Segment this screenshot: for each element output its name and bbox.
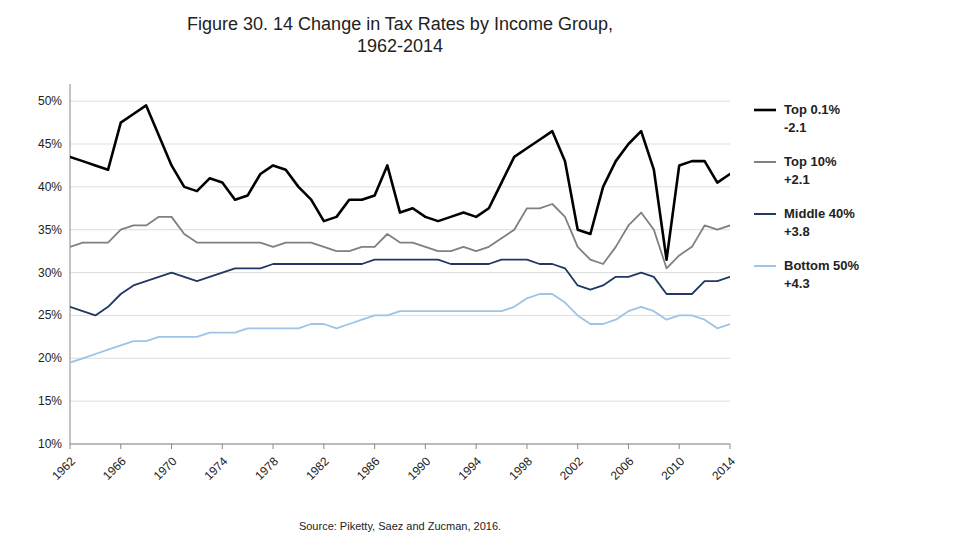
chart: Figure 30. 14 Change in Tax Rates by Inc… [0,0,960,540]
x-tick [273,444,274,449]
y-tick-label: 15% [38,394,62,408]
x-tick-label: 1974 [202,454,231,483]
grid-line [70,229,730,230]
x-tick-label: 1978 [252,454,281,483]
grid-line [70,401,730,402]
x-tick-label: 1986 [354,454,383,483]
x-tick-label: 1970 [151,454,180,483]
grid-line [70,101,730,102]
source-note: Source: Piketty, Saez and Zucman, 2016. [299,520,501,532]
legend-change: +2.1 [784,172,810,187]
grid-line [70,144,730,145]
legend-swatch [754,265,776,267]
x-tick [577,444,578,449]
y-tick-label: 40% [38,180,62,194]
grid-line [70,186,730,187]
series-line [70,204,730,268]
lines [70,105,730,362]
series-line [70,260,730,316]
legend-swatch [754,109,776,112]
grid-line [70,358,730,359]
x-tick [120,444,121,449]
legend-swatch [754,161,776,163]
x-tick-label: 1990 [405,454,434,483]
x-tick [425,444,426,449]
legend: Top 0.1% -2.1 Top 10% +2.1 Middle 40% +3.8 Bot… [754,102,860,291]
title: Figure 30. 14 Change in Tax Rates by Inc… [187,14,613,56]
legend-label: Top 0.1% [784,102,841,117]
y-tick-label: 25% [38,308,62,322]
legend-swatch [754,213,776,215]
title-line: 1962-2014 [357,36,443,56]
legend-label: Top 10% [784,154,837,169]
series-line [70,294,730,363]
y-tick-label: 30% [38,266,62,280]
y-tick-label: 50% [38,94,62,108]
x-tick-label: 2002 [557,454,586,483]
legend-change: -2.1 [784,120,806,135]
x-tick-label: 1962 [49,454,78,483]
series-line [70,105,730,259]
legend-label: Middle 40% [784,206,855,221]
x-tick [222,444,223,449]
x-tick [628,444,629,449]
x-tick-label: 1966 [100,454,129,483]
grid-line [70,315,730,316]
x-tick [476,444,477,449]
x-tick-label: 2014 [709,454,738,483]
x-tick [323,444,324,449]
x-tick [171,444,172,449]
x-tick [679,444,680,449]
x-tick [730,444,731,449]
x-tick-label: 1998 [506,454,535,483]
legend-change: +4.3 [784,276,810,291]
y-tick-label: 20% [38,351,62,365]
grid [70,101,730,444]
x-tick-label: 2006 [608,454,637,483]
x-tick [70,444,71,449]
x-tick [374,444,375,449]
y-tick-label: 10% [38,437,62,451]
title-line: Figure 30. 14 Change in Tax Rates by Inc… [187,14,613,34]
y-axis-line [70,84,71,444]
x-tick-label: 2010 [659,454,688,483]
x-axis-line [70,444,730,445]
legend-label: Bottom 50% [784,258,860,273]
x-tick-label: 1982 [303,454,332,483]
legend-change: +3.8 [784,224,810,239]
y-tick-label: 35% [38,223,62,237]
y-tick-label: 45% [38,137,62,151]
x-tick [526,444,527,449]
grid-line [70,444,730,445]
x-tick-label: 1994 [455,454,484,483]
